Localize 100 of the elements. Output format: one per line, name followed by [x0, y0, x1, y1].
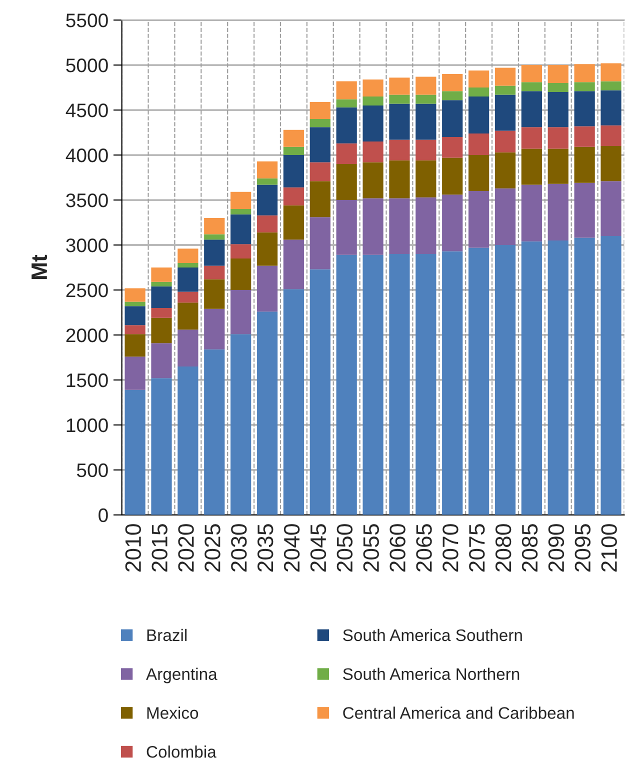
y-tick-label: 0	[98, 508, 108, 522]
bar	[574, 146, 595, 183]
bar	[416, 76, 436, 95]
x-tick-label: 2095	[574, 524, 591, 572]
bar	[256, 312, 278, 515]
y-tick-label: 2500	[66, 283, 108, 298]
y-axis-title: Mt	[32, 254, 48, 279]
bar	[548, 148, 568, 184]
x-tick-label: 2055	[363, 524, 379, 572]
bar	[204, 240, 225, 266]
bar	[574, 182, 595, 238]
x-tick-label: 2100	[601, 524, 617, 572]
y-tick-label: 1000	[66, 418, 108, 432]
bar	[230, 192, 252, 210]
bar	[600, 63, 622, 82]
x-tick-label: 2020	[178, 524, 194, 572]
x-tick-label: 2045	[310, 524, 326, 572]
bar	[362, 96, 384, 106]
bar	[442, 100, 463, 138]
bar	[204, 279, 225, 309]
bar	[521, 127, 542, 149]
bar	[442, 137, 463, 158]
bar	[468, 248, 490, 515]
x-tick-label: 2010	[125, 524, 142, 572]
bar	[442, 91, 463, 100]
bar	[124, 334, 146, 357]
bar	[574, 82, 595, 92]
bar	[336, 200, 357, 255]
bar	[283, 187, 304, 206]
bar	[389, 94, 410, 104]
bar	[389, 104, 410, 140]
bar	[362, 106, 384, 142]
bar	[416, 160, 436, 198]
bar	[521, 184, 542, 242]
bar	[178, 263, 198, 268]
bar	[230, 214, 252, 244]
bar	[521, 82, 542, 92]
x-tick-label: 2030	[231, 524, 247, 572]
bar	[151, 268, 172, 282]
bar	[416, 140, 436, 160]
bar	[442, 251, 463, 515]
legend-label: Argentina	[146, 668, 218, 684]
bar	[600, 125, 622, 146]
bar	[336, 254, 357, 515]
bar	[362, 162, 384, 198]
bar	[178, 292, 198, 303]
bar	[204, 349, 225, 515]
bar	[574, 126, 595, 147]
bar	[468, 133, 490, 156]
bar	[389, 198, 410, 254]
x-tick-label: 2065	[416, 524, 432, 572]
bar	[494, 94, 516, 131]
bar	[574, 64, 595, 82]
x-tick-label: 2090	[548, 524, 564, 572]
bar	[310, 119, 330, 128]
bar	[204, 266, 225, 280]
bar	[416, 197, 436, 254]
y-tick-label: 3500	[66, 193, 108, 208]
bar	[336, 107, 357, 144]
bar	[310, 162, 330, 182]
bar	[494, 68, 516, 86]
bar	[336, 164, 357, 200]
bar	[442, 194, 463, 252]
y-tick-label: 4000	[66, 148, 108, 162]
bar	[600, 90, 622, 126]
bar	[204, 308, 225, 350]
x-tick-label: 2060	[390, 524, 406, 572]
y-tick-label: 4500	[66, 104, 108, 118]
x-tick-label: 2085	[522, 524, 538, 572]
bar	[151, 308, 172, 318]
bar	[494, 86, 516, 95]
bar	[310, 217, 330, 270]
bar	[468, 155, 490, 192]
bar	[494, 130, 516, 152]
bar	[124, 306, 146, 326]
bar	[574, 238, 595, 515]
bar	[548, 240, 568, 515]
bar	[178, 302, 198, 330]
bar	[600, 236, 622, 515]
bar	[230, 334, 252, 515]
bar	[600, 81, 622, 90]
y-tick-label: 3000	[66, 238, 108, 252]
legend-label: Colombia	[146, 746, 216, 758]
bar	[256, 161, 278, 178]
bar	[416, 104, 436, 140]
y-tick-label: 500	[76, 463, 108, 478]
bar	[362, 79, 384, 97]
legend-label: Mexico	[147, 706, 198, 719]
legend-label: Central America and Caribbean	[343, 706, 574, 719]
bar	[178, 366, 198, 515]
bar	[230, 290, 252, 334]
bar	[548, 65, 568, 84]
x-tick-label: 2035	[257, 524, 274, 572]
bar	[256, 232, 278, 266]
bar	[389, 254, 410, 515]
bar	[124, 356, 146, 390]
bar	[151, 286, 172, 308]
bar	[178, 268, 198, 292]
bar	[494, 245, 516, 515]
bar	[283, 130, 304, 147]
